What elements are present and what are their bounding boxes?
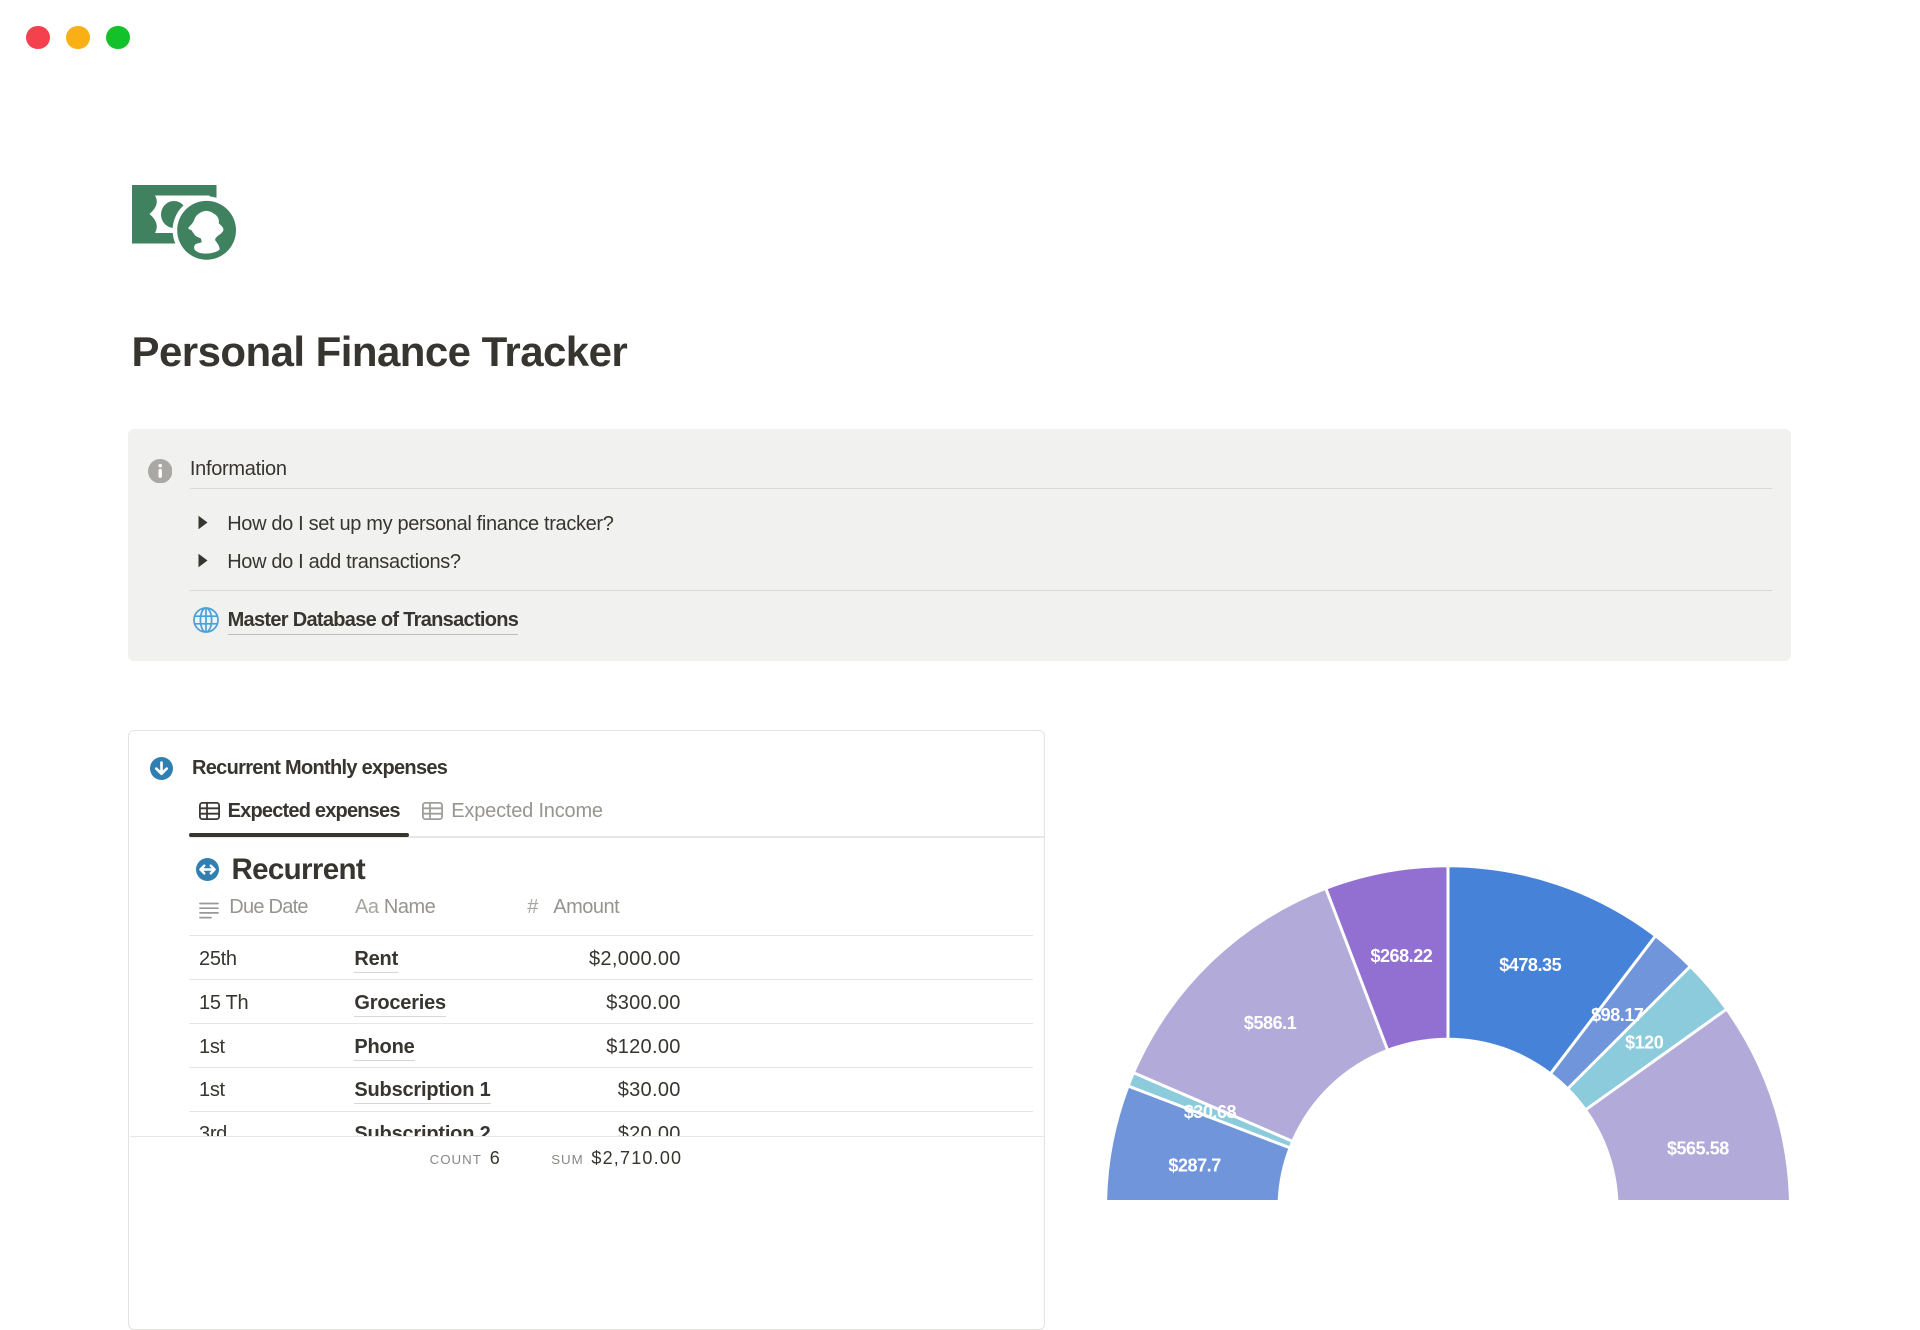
svg-text:$268.22: $268.22 [1370, 946, 1432, 966]
svg-text:$565.58: $565.58 [1667, 1139, 1729, 1159]
svg-text:$120: $120 [1625, 1033, 1664, 1053]
svg-text:$586.1: $586.1 [1244, 1013, 1297, 1033]
svg-text:$478.35: $478.35 [1499, 955, 1561, 975]
svg-text:$287.7: $287.7 [1168, 1156, 1221, 1176]
svg-text:$98.17: $98.17 [1591, 1005, 1644, 1025]
svg-text:$30.68: $30.68 [1184, 1102, 1237, 1122]
